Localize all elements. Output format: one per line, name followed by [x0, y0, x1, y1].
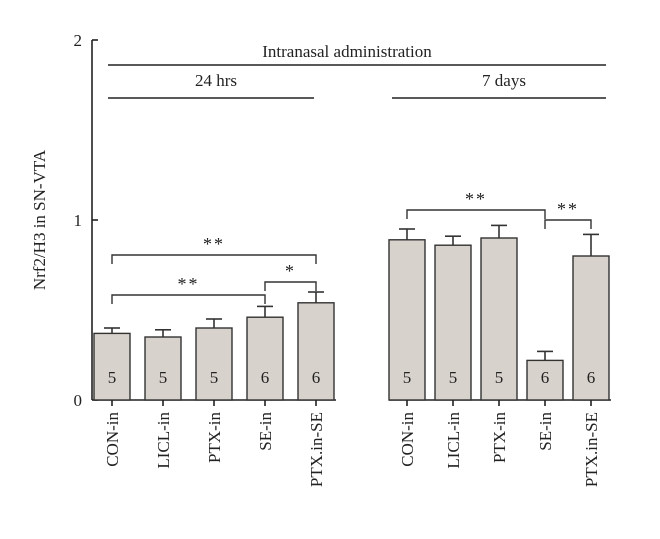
significance-label: **: [203, 234, 225, 254]
y-tick-label: 2: [74, 31, 83, 50]
significance-label: **: [465, 189, 487, 209]
significance-bracket: [544, 219, 592, 229]
n-label: 6: [587, 368, 596, 387]
bar-group: 24 hrs 5 CON-in 5 LICL-in 5 PTX-in 6 SE-in 6 PTX.i…: [93, 71, 336, 487]
x-tick-label: PTX-in: [205, 412, 224, 464]
significance-label: **: [557, 199, 579, 219]
n-label: 5: [108, 368, 117, 387]
n-label: 5: [495, 368, 504, 387]
bar: [246, 316, 284, 401]
chart-header: Intranasal administration: [108, 42, 606, 66]
n-label: 5: [449, 368, 458, 387]
group-title: 24 hrs: [195, 71, 237, 90]
x-tick-label: SE-in: [536, 412, 555, 451]
x-tick-label: CON-in: [103, 412, 122, 467]
bar: [480, 237, 518, 401]
x-tick-label: PTX.in-SE: [582, 412, 601, 487]
x-tick-label: CON-in: [398, 412, 417, 467]
significance-bracket: [406, 209, 546, 219]
y-axis: 0 1 2: [74, 31, 98, 410]
significance-label: **: [178, 274, 200, 294]
x-tick-label: LICL-in: [154, 412, 173, 469]
n-label: 5: [210, 368, 219, 387]
bar-groups: 24 hrs 5 CON-in 5 LICL-in 5 PTX-in 6 SE-in 6 PTX.i…: [93, 71, 611, 487]
y-tick-label: 1: [74, 211, 83, 230]
n-label: 6: [541, 368, 550, 387]
n-label: 6: [312, 368, 321, 387]
group-title: 7 days: [482, 71, 526, 90]
header-title: Intranasal administration: [262, 42, 432, 61]
x-tick-label: LICL-in: [444, 412, 463, 469]
x-tick-label: PTX.in-SE: [307, 412, 326, 487]
bar: [195, 327, 233, 401]
x-tick-label: SE-in: [256, 412, 275, 451]
significance-bracket: [264, 281, 317, 291]
n-label: 5: [159, 368, 168, 387]
n-label: 5: [403, 368, 412, 387]
bar: [144, 336, 182, 401]
bar: [297, 302, 335, 401]
y-tick-label: 0: [74, 391, 83, 410]
bar: [93, 332, 131, 401]
n-label: 6: [261, 368, 270, 387]
bar: [526, 359, 564, 401]
significance-bracket: [111, 294, 266, 304]
bar-group: 7 days 5 CON-in 5 LICL-in 5 PTX-in 6 SE-in 6 PTX.i…: [388, 71, 611, 487]
y-axis-label: Nrf2/H3 in SN-VTA: [30, 149, 49, 290]
significance-label: *: [285, 261, 296, 281]
x-tick-label: PTX-in: [490, 412, 509, 464]
significance-bracket: [111, 254, 317, 264]
